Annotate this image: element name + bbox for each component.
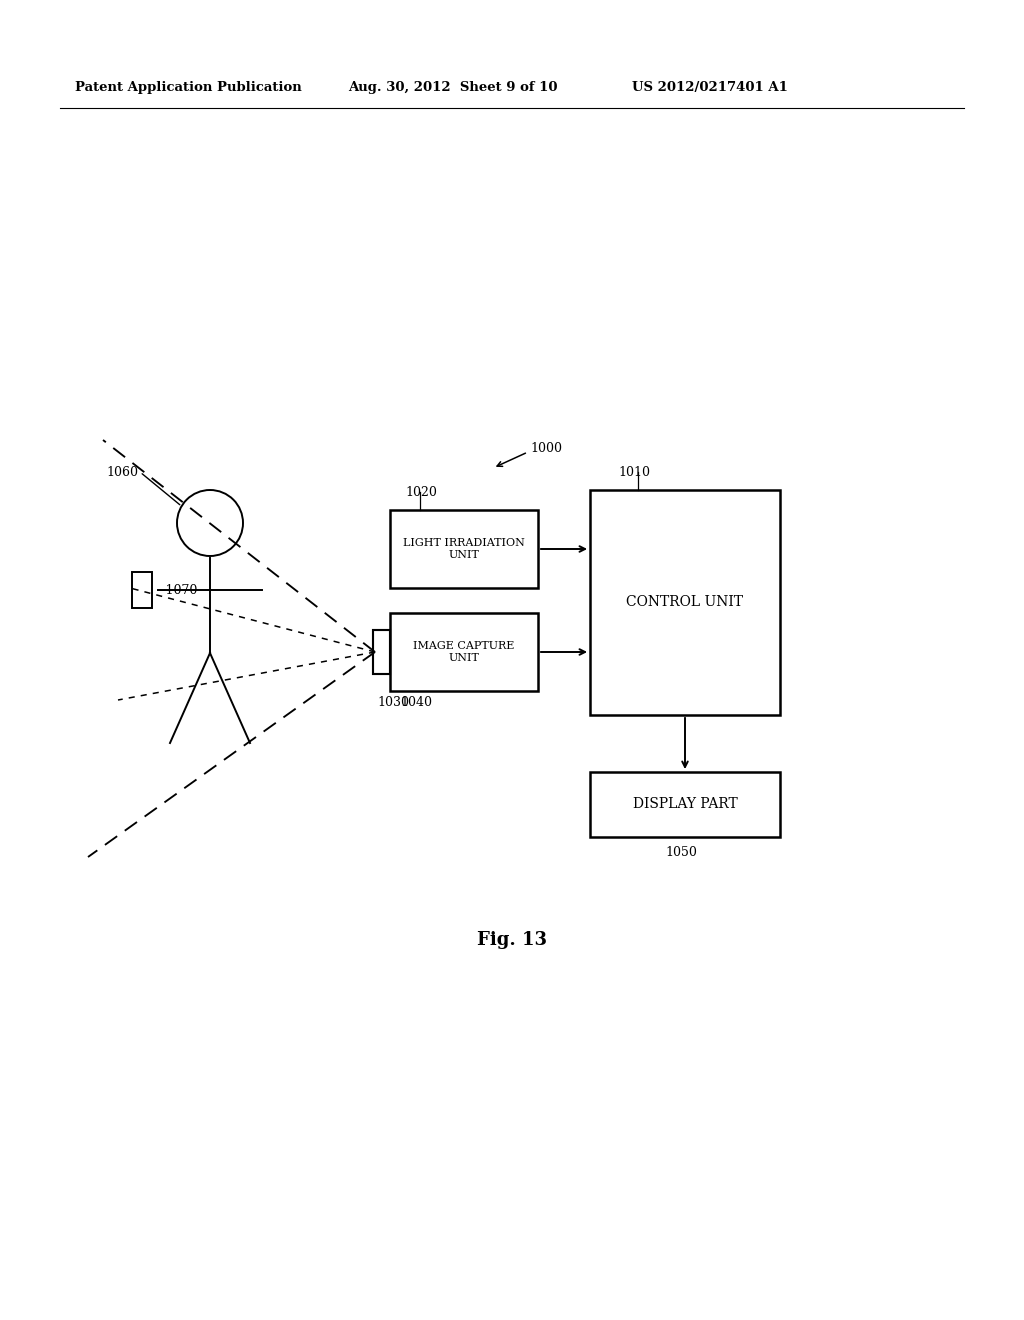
- Text: 1060: 1060: [106, 466, 138, 479]
- Text: DISPLAY PART: DISPLAY PART: [633, 797, 737, 812]
- Text: 1040: 1040: [400, 696, 432, 709]
- Text: Aug. 30, 2012  Sheet 9 of 10: Aug. 30, 2012 Sheet 9 of 10: [348, 82, 557, 95]
- Text: ~1070: ~1070: [156, 583, 199, 597]
- Text: LIGHT IRRADIATION
UNIT: LIGHT IRRADIATION UNIT: [403, 539, 525, 560]
- Bar: [590, 490, 780, 715]
- Text: 1000: 1000: [530, 441, 562, 454]
- Text: IMAGE CAPTURE
UNIT: IMAGE CAPTURE UNIT: [414, 642, 515, 663]
- Bar: [390, 612, 538, 690]
- Text: CONTROL UNIT: CONTROL UNIT: [627, 595, 743, 610]
- Text: Patent Application Publication: Patent Application Publication: [75, 82, 302, 95]
- Bar: [590, 772, 780, 837]
- Text: Fig. 13: Fig. 13: [477, 931, 547, 949]
- Text: 1030: 1030: [377, 696, 409, 709]
- Text: 1010: 1010: [618, 466, 650, 479]
- Bar: [390, 510, 538, 587]
- Text: 1050: 1050: [665, 846, 697, 858]
- Text: US 2012/0217401 A1: US 2012/0217401 A1: [632, 82, 787, 95]
- Bar: [373, 630, 390, 675]
- Bar: [132, 572, 152, 609]
- Text: 1020: 1020: [406, 486, 437, 499]
